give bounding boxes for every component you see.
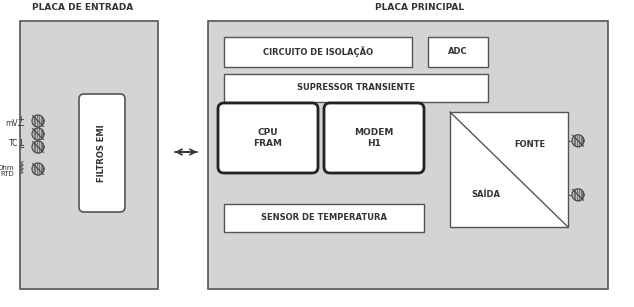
Text: SUPRESSOR TRANSIENTE: SUPRESSOR TRANSIENTE [297,84,415,92]
FancyBboxPatch shape [324,103,424,173]
Bar [428,37,488,67]
Text: MODEM
H1: MODEM H1 [354,128,394,148]
Text: CPU
FRAM: CPU FRAM [254,128,283,148]
Text: PLACA DE ENTRADA: PLACA DE ENTRADA [32,3,134,13]
Bar [224,204,424,232]
Text: mV: mV [5,119,18,129]
Bar [208,21,608,289]
Polygon shape [32,128,44,140]
Text: SENSOR DE TEMPERATURA: SENSOR DE TEMPERATURA [261,213,387,223]
Text: SAÍDA: SAÍDA [471,190,500,199]
Polygon shape [32,115,44,127]
Bar [450,112,568,227]
Bar [20,21,158,289]
Polygon shape [572,189,584,201]
Text: CIRCUITO DE ISOLAÇÃO: CIRCUITO DE ISOLAÇÃO [263,47,373,57]
FancyBboxPatch shape [79,94,125,212]
Polygon shape [32,163,44,175]
Text: ADC: ADC [448,48,468,56]
Text: FONTE: FONTE [515,140,546,149]
Text: FILTROS EMI: FILTROS EMI [98,124,107,182]
Text: TC: TC [9,139,18,149]
Text: Ohm
RTD: Ohm RTD [0,165,14,177]
FancyBboxPatch shape [218,103,318,173]
Bar [224,74,488,102]
Text: +: + [18,115,25,123]
Polygon shape [572,135,584,147]
Text: −: − [17,121,25,131]
Bar [224,37,412,67]
Polygon shape [32,141,44,153]
Text: PLACA PRINCIPAL: PLACA PRINCIPAL [375,3,465,13]
